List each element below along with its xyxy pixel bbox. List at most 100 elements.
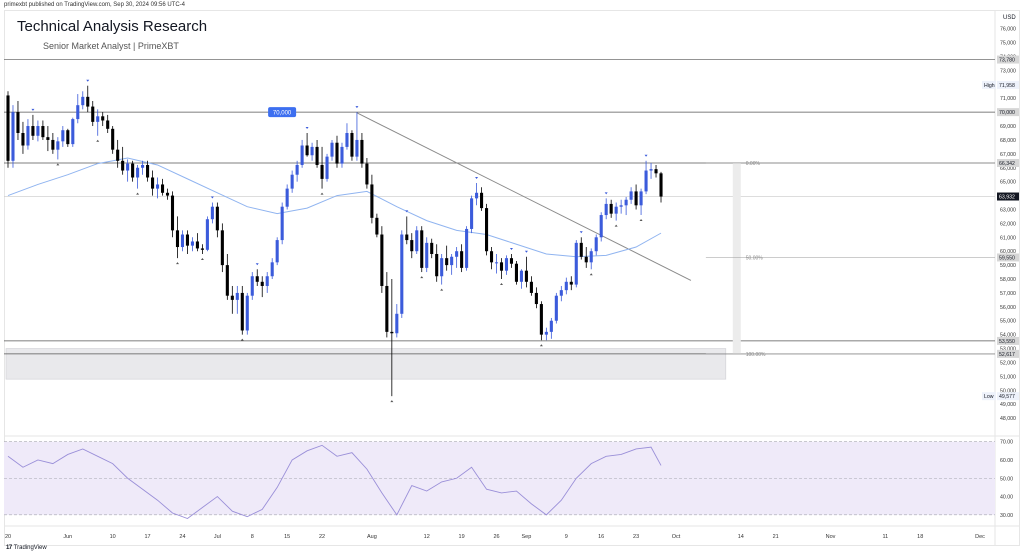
candle-body [66,130,70,145]
candle-body [91,106,95,122]
price-tick-label: 57,000 [1000,291,1016,297]
brand-name: TradingView [13,545,47,551]
price-tick-label: 49,000 [1000,402,1016,408]
candle-body [310,146,314,156]
candle-body [71,119,75,145]
candle-body [380,234,384,286]
price-tick-label: 55,000 [1000,319,1016,325]
candle-body [539,304,543,335]
price-tick-label: 65,000 [1000,180,1016,186]
fractal-high-marker [405,210,409,213]
fib-range-bar [732,163,741,354]
price-tick-label: 62,000 [1000,221,1016,227]
price-axis-label: 63,932 [999,195,1015,201]
candle-body [405,234,409,241]
candle-body [26,126,30,146]
time-tick-label: Jun [63,534,72,540]
price-tick-label: 56,000 [1000,305,1016,311]
candle-body [305,145,309,156]
candle-body [619,205,623,207]
candle-body [96,116,100,122]
price-axis-label: 73,780 [999,58,1015,64]
time-tick-label: Sep [522,534,532,540]
candle-body [455,251,459,257]
candle-body [634,191,638,206]
price-axis-label-box [997,392,1019,401]
candle-body [480,192,484,209]
price-tick-label: 66,000 [1000,166,1016,172]
time-tick-label: Oct [672,534,681,540]
price-tick-label: 54,000 [1000,333,1016,339]
candle-body [51,139,55,150]
trendline [356,112,692,281]
price-axis-label-box [997,349,1019,358]
price-tick-label: 50,000 [1000,388,1016,394]
price-axis-label-box [997,253,1019,262]
candle-body [335,142,339,164]
candle-body [584,256,588,263]
time-tick-label: Aug [367,534,377,540]
candle-body [499,262,504,271]
fractal-high-marker [355,106,359,109]
candle-body [280,206,284,241]
candle-body [126,163,130,171]
currency-label: USD [1003,15,1016,21]
price-tick-label: 69,000 [1000,124,1016,130]
fractal-high-marker [31,108,35,111]
candle-body [345,132,349,147]
candle-body [365,163,369,185]
candle-body [370,184,374,218]
candle-body [534,292,538,305]
candle-body [509,258,514,264]
candle-body [111,128,115,150]
candle-body [230,295,234,300]
candle-body [175,230,180,248]
candle-body [21,132,25,146]
price-axis-label: 52,617 [999,352,1015,358]
candle-body [245,295,249,331]
moving-average-line [7,157,662,258]
fractal-low-marker [320,192,324,195]
candle-body [31,126,35,136]
candle-body [390,331,394,334]
fractal-low-marker [440,288,444,291]
candle-body [156,184,160,189]
candle-body [275,240,279,263]
candle-body [160,184,165,193]
fractal-high-marker [210,196,214,199]
time-tick-label: Jul [214,534,221,540]
fractal-high-marker [255,263,259,266]
price-tick-label: 53,000 [1000,347,1016,353]
candle-body [46,137,50,140]
tradingview-brand[interactable]: 17 TradingView [6,545,47,551]
candle-body [564,281,568,291]
price-axis-label-box [997,80,1019,89]
fractal-low-marker [136,192,140,195]
chart-frame [4,10,1020,546]
price-tick-label: 52,000 [1000,360,1016,366]
rsi-tick-label: 40.00 [1000,495,1013,501]
time-tick-label: Dec [975,534,985,540]
fractal-low-marker [539,344,543,347]
candle-body [659,173,663,197]
candle-body [180,234,185,248]
candle-body [215,206,219,231]
candle-body [385,285,389,332]
candle-body [649,169,653,171]
fractal-low-marker [589,273,593,276]
candle-body [235,292,239,300]
candle-body [116,149,120,161]
candle-body [465,228,469,268]
candle-body [11,112,15,161]
candle-body [609,203,613,214]
candle-body [320,164,324,179]
candle-body [220,230,224,266]
candle-body [131,163,135,178]
time-tick-label: 23 [633,534,639,540]
candle-body [494,262,499,264]
candle-body [360,139,364,164]
candle-body [604,203,608,216]
candle-body [470,198,474,229]
price-axis-label-box [997,55,1019,64]
